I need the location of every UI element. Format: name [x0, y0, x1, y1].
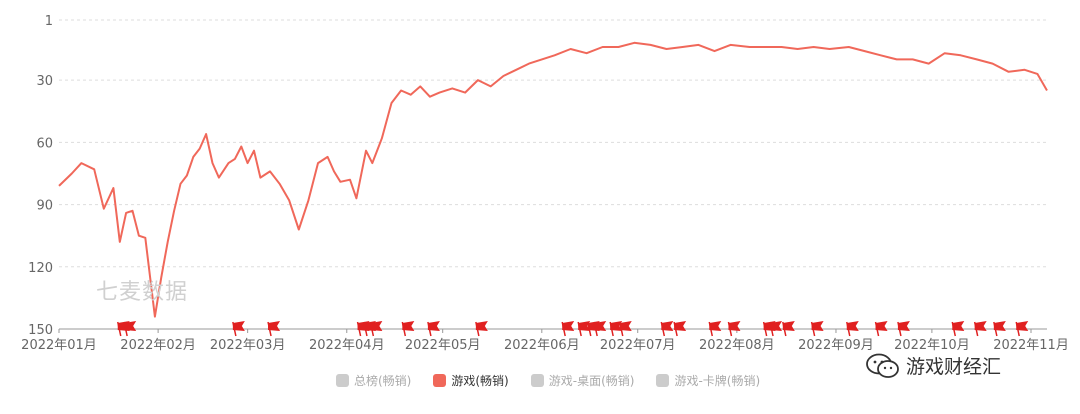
event-flag	[1016, 321, 1029, 331]
watermark: 七麦数据	[96, 280, 189, 305]
y-tick-label: 60	[36, 136, 53, 151]
event-flag	[974, 321, 987, 331]
x-tick-label: 2022年07月	[600, 338, 676, 353]
event-flag-pole	[475, 321, 480, 337]
x-tick-label: 2022年10月	[894, 338, 970, 353]
event-flag	[709, 321, 722, 331]
event-flag	[578, 321, 591, 331]
legend-item-games[interactable]: 游戏(畅销)	[433, 372, 509, 389]
event-flag	[562, 321, 575, 331]
x-tick-label: 2022年09月	[798, 338, 874, 353]
event-flag	[370, 321, 383, 331]
x-tick-label: 2022年02月	[120, 338, 196, 353]
event-flag	[124, 321, 137, 331]
event-flag	[594, 321, 607, 331]
event-flag-pole	[846, 321, 851, 337]
event-flag-pole	[593, 321, 598, 337]
event-flag-pole	[874, 321, 880, 337]
event-flag	[232, 321, 245, 331]
event-flag	[402, 321, 415, 331]
event-flag-pole	[973, 321, 979, 337]
event-flag	[427, 321, 440, 331]
event-flag-pole	[267, 321, 272, 337]
event-flag-pole	[356, 321, 362, 337]
x-tick-label: 2022年01月	[21, 338, 97, 353]
event-flag	[782, 321, 795, 331]
event-flag	[619, 321, 632, 331]
legend-label: 游戏-桌面(畅销)	[548, 374, 635, 388]
event-flag	[875, 321, 888, 331]
event-flag-pole	[427, 321, 432, 337]
legend-swatch	[656, 374, 670, 387]
y-tick-label: 30	[36, 74, 53, 89]
event-flag	[770, 321, 783, 331]
event-flag-pole	[232, 321, 237, 337]
event-flag	[674, 321, 687, 331]
event-flag-pole	[897, 321, 902, 337]
event-flag-pole	[609, 321, 614, 337]
event-flag	[952, 321, 965, 331]
event-flag	[811, 321, 824, 331]
event-flag-pole	[660, 321, 666, 337]
x-tick-label: 2022年05月	[405, 338, 481, 353]
legend-swatch	[530, 374, 544, 387]
x-tick-label: 2022年04月	[309, 338, 385, 353]
event-flag-pole	[782, 321, 787, 337]
event-flag-pole	[673, 321, 678, 337]
legend-item-games-card[interactable]: 游戏-卡牌(畅销)	[656, 372, 760, 389]
x-tick-label: 2022年03月	[210, 338, 286, 353]
x-tick-label: 2022年11月	[993, 338, 1069, 353]
event-flag	[475, 321, 488, 331]
event-flag	[610, 321, 623, 331]
event-flag-pole	[401, 321, 407, 337]
wechat-icon	[866, 353, 899, 378]
brand: 游戏财经汇	[866, 352, 1001, 379]
event-flag	[993, 321, 1006, 331]
x-tick-label: 2022年08月	[699, 338, 775, 353]
event-flag-pole	[587, 321, 592, 337]
y-tick-label: 120	[28, 261, 53, 276]
event-flag-pole	[810, 321, 816, 337]
y-tick-label: 1	[45, 14, 53, 29]
x-tick-label: 2022年06月	[504, 338, 580, 353]
event-flag	[846, 321, 859, 331]
event-flag-pole	[993, 321, 998, 337]
legend-swatch	[336, 374, 349, 387]
legend-item-games-board[interactable]: 游戏-桌面(畅销)	[530, 372, 635, 389]
event-flag-pole	[708, 321, 714, 337]
event-flag-pole	[123, 321, 128, 337]
legend-label: 游戏(畅销)	[451, 374, 509, 388]
event-flag	[897, 321, 910, 331]
event-flag-pole	[951, 321, 957, 337]
event-flag-pole	[369, 321, 375, 337]
event-flag-pole	[577, 321, 582, 337]
brand-name: 游戏财经汇	[906, 356, 1002, 378]
legend-label: 总榜(畅销)	[354, 374, 412, 388]
event-flag-pole	[769, 321, 774, 337]
legend: 总榜(畅销) 游戏(畅销) 游戏-桌面(畅销) 游戏-卡牌(畅销)	[336, 372, 760, 389]
legend-swatch	[433, 374, 447, 387]
series-line	[58, 41, 1048, 318]
legend-label: 游戏-卡牌(畅销)	[674, 374, 761, 388]
event-flag-pole	[363, 321, 368, 337]
event-flag	[661, 321, 674, 331]
event-flag-pole	[1015, 321, 1020, 337]
y-tick-label: 150	[28, 323, 53, 338]
event-flag	[728, 321, 741, 331]
event-flag-pole	[619, 321, 624, 337]
y-tick-label: 90	[36, 199, 53, 214]
event-flag	[268, 321, 281, 331]
event-flag-pole	[561, 321, 566, 337]
event-flag-pole	[762, 321, 768, 337]
event-flag-pole	[727, 321, 733, 337]
legend-item-overall[interactable]: 总榜(畅销)	[336, 372, 411, 389]
event-flag-pole	[117, 321, 122, 337]
